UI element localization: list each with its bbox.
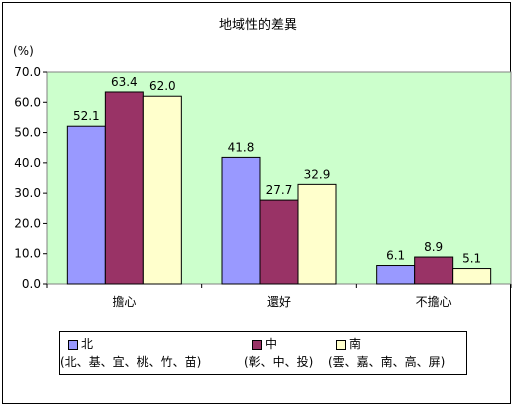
y-axis-unit: (%) xyxy=(13,44,34,58)
data-label: 32.9 xyxy=(304,167,331,181)
y-tick-label: 20.0 xyxy=(14,216,41,230)
y-tick-label: 40.0 xyxy=(14,156,41,170)
legend-sub-central: (彰、中、投) xyxy=(244,355,314,369)
legend-swatch-south xyxy=(336,339,346,350)
legend-label-central: 中 xyxy=(265,337,278,351)
y-tick-label: 0.0 xyxy=(22,277,41,291)
legend-label-north: 北 xyxy=(81,337,94,351)
category-label: 擔心 xyxy=(112,295,136,309)
bar xyxy=(259,199,299,285)
legend-label-south: 南 xyxy=(349,337,362,351)
y-tick-label: 30.0 xyxy=(14,186,41,200)
y-axis-ticks: 0.0 10.0 20.0 30.0 40.0 50.0 60.0 70.0 xyxy=(14,65,47,291)
bar xyxy=(414,256,454,285)
bar xyxy=(376,265,416,285)
legend: 北 (北、基、宜、桃、竹、苗) 中 (彰、中、投) 南 (雲、嘉、南、高、屏) xyxy=(59,331,467,375)
bar xyxy=(66,125,106,285)
y-tick-label: 50.0 xyxy=(14,126,41,140)
bar xyxy=(142,95,182,285)
bars xyxy=(66,91,492,285)
category-label: 不擔心 xyxy=(416,295,452,309)
legend-item-central: 中 (彰、中、投) xyxy=(244,336,313,370)
y-tick-label: 60.0 xyxy=(14,95,41,109)
bar xyxy=(104,91,144,285)
legend-swatch-north xyxy=(68,339,78,350)
legend-swatch-central xyxy=(252,339,262,350)
category-label: 還好 xyxy=(267,295,291,309)
data-labels: 52.1 63.4 62.0 41.8 27.7 32.9 6.1 8.9 5.1 xyxy=(73,75,481,266)
bar xyxy=(452,268,492,285)
chart-title: 地域性的差異 xyxy=(219,17,297,33)
data-label: 52.1 xyxy=(73,109,100,123)
data-label: 63.4 xyxy=(111,75,138,89)
data-label: 5.1 xyxy=(462,252,481,266)
legend-sub-south: (雲、嘉、南、高、屏) xyxy=(328,355,446,369)
data-label: 8.9 xyxy=(424,240,443,254)
data-label: 62.0 xyxy=(149,79,176,93)
bar xyxy=(297,183,337,285)
bar xyxy=(221,156,261,285)
legend-item-south: 南 (雲、嘉、南、高、屏) xyxy=(328,336,445,370)
data-label: 6.1 xyxy=(386,249,405,263)
data-label: 27.7 xyxy=(266,183,293,197)
legend-sub-north: (北、基、宜、桃、竹、苗) xyxy=(60,355,202,369)
y-tick-label: 10.0 xyxy=(14,247,41,261)
chart-frame: 地域性的差異 (%) 0.0 10.0 20.0 30.0 40.0 50.0 60.0 70… xyxy=(2,2,512,404)
bar-chart: 地域性的差異 (%) 0.0 10.0 20.0 30.0 40.0 50.0 60.0 70… xyxy=(13,17,512,309)
y-tick-label: 70.0 xyxy=(14,65,41,79)
legend-item-north: 北 (北、基、宜、桃、竹、苗) xyxy=(60,336,201,370)
data-label: 41.8 xyxy=(228,140,255,154)
x-axis-categories: 擔心 還好 不擔心 xyxy=(46,284,512,309)
